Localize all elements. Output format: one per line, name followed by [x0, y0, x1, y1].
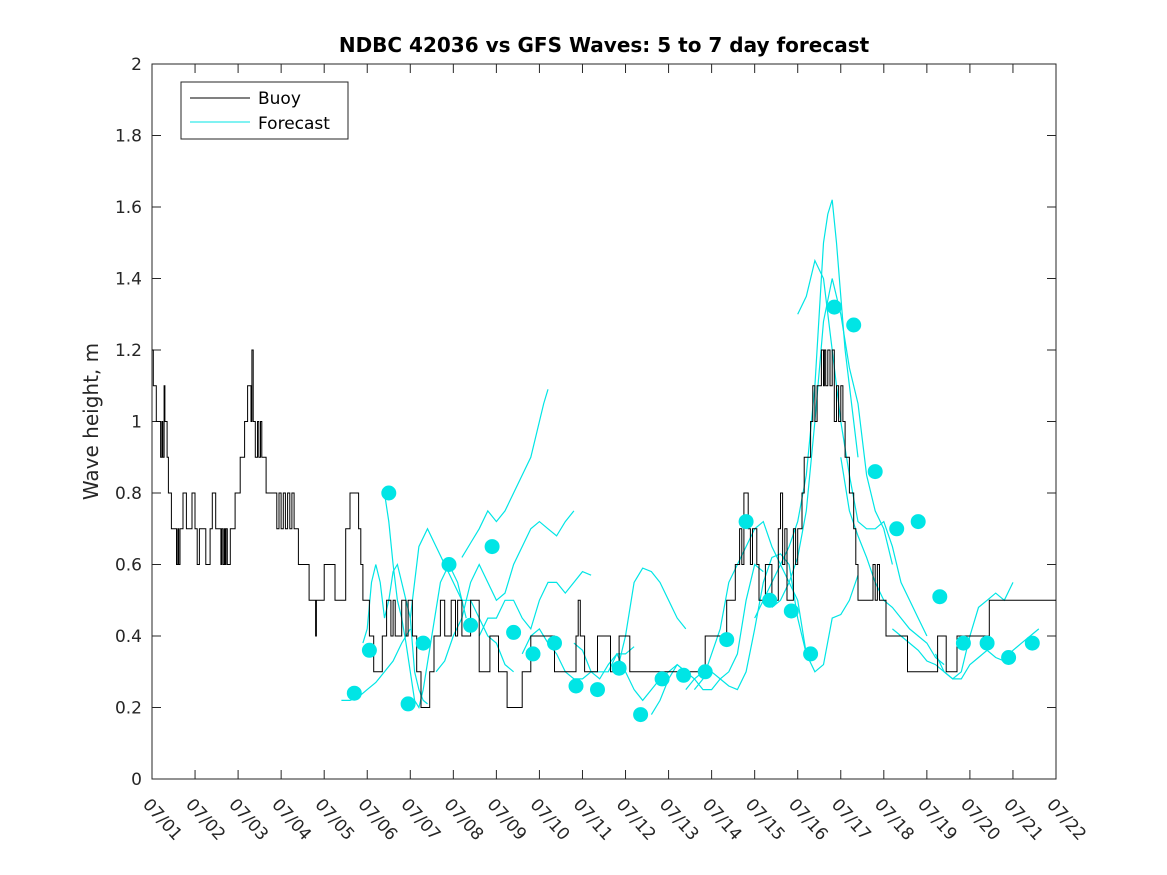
- forecast-line: [693, 520, 859, 690]
- forecast-marker: [697, 664, 713, 680]
- forecast-marker: [676, 667, 692, 683]
- x-tick-label: 07/12: [612, 795, 660, 845]
- chart-title: NDBC 42036 vs GFS Waves: 5 to 7 day fore…: [339, 33, 870, 57]
- x-tick-label: 07/11: [569, 795, 617, 845]
- forecast-marker: [1024, 635, 1040, 651]
- forecast-line: [840, 457, 945, 666]
- y-axis: 0 0.2 0.4 0.6 0.8 1 1.2 1.4 1.6 1.8 2: [115, 55, 1056, 790]
- y-tick-label: 0.2: [115, 699, 142, 719]
- forecast-marker: [932, 589, 948, 605]
- y-tick-label: 1.8: [115, 127, 142, 147]
- forecast-marker: [633, 707, 649, 723]
- forecast-marker: [826, 299, 842, 315]
- y-tick-label: 0.6: [115, 556, 142, 576]
- forecast-marker: [889, 521, 905, 537]
- forecast-marker: [979, 635, 995, 651]
- forecast-line: [435, 510, 575, 673]
- forecast-marker: [955, 635, 971, 651]
- y-tick-label: 1.6: [115, 198, 142, 218]
- x-tick-label: 07/02: [181, 795, 229, 845]
- forecast-marker: [400, 696, 416, 712]
- forecast-marker: [590, 682, 605, 698]
- x-tick-label: 07/10: [526, 795, 574, 845]
- buoy-line: [152, 349, 1056, 708]
- legend: Buoy Forecast: [180, 81, 349, 140]
- forecast-line: [383, 492, 467, 710]
- forecast-line: [754, 199, 859, 619]
- forecast-marker: [867, 464, 883, 480]
- forecast-marker: [361, 642, 377, 658]
- forecast-line: [616, 567, 687, 672]
- forecast-line: [797, 258, 928, 637]
- forecast-marker: [719, 632, 735, 648]
- legend-buoy-label: Buoy: [258, 89, 301, 109]
- y-tick-label: 2: [131, 55, 142, 75]
- forecast-marker: [910, 514, 926, 530]
- forecast-marker: [506, 624, 522, 640]
- y-tick-label: 1: [131, 413, 142, 433]
- forecast-line: [573, 642, 687, 702]
- y-tick-label: 0.4: [115, 627, 142, 647]
- forecast-marker: [547, 635, 562, 651]
- forecast-marker: [803, 646, 819, 662]
- x-tick-label: 07/01: [138, 795, 186, 845]
- legend-forecast-label: Forecast: [258, 114, 330, 134]
- x-tick-label: 07/15: [741, 795, 789, 845]
- forecast-marker: [441, 557, 457, 572]
- forecast-line: [771, 278, 893, 608]
- y-tick-label: 1.2: [115, 341, 142, 361]
- forecast-marker: [611, 660, 627, 676]
- forecast-line: [650, 563, 764, 715]
- forecast-marker: [1001, 650, 1017, 665]
- forecast-marker: [738, 514, 754, 530]
- forecast-line: [461, 389, 549, 558]
- plot-area: [151, 63, 1057, 780]
- series-group: [152, 199, 1056, 723]
- y-axis-label: Wave height, m: [79, 343, 103, 500]
- forecast-marker: [415, 635, 431, 651]
- x-tick-label: 07/05: [310, 795, 358, 845]
- forecast-line: [478, 570, 592, 637]
- x-tick-label: 07/16: [784, 795, 832, 845]
- x-tick-label: 07/14: [698, 795, 746, 845]
- forecast-marker: [783, 603, 799, 619]
- x-tick-label: 07/04: [267, 795, 315, 845]
- y-tick-label: 0: [131, 770, 142, 790]
- forecast-marker: [346, 685, 362, 701]
- x-tick-label: 07/18: [870, 795, 918, 845]
- y-tick-label: 1.4: [115, 270, 142, 290]
- y-tick-label: 0.8: [115, 484, 142, 504]
- x-tick-label: 07/19: [913, 795, 961, 845]
- x-tick-label: 07/07: [397, 795, 445, 845]
- x-tick-label: 07/06: [354, 795, 402, 845]
- x-tick-label: 07/20: [956, 795, 1004, 845]
- x-tick-label: 07/22: [1042, 795, 1090, 845]
- x-tick-label: 07/21: [999, 795, 1047, 845]
- forecast-line: [362, 562, 428, 705]
- x-tick-label: 07/09: [483, 795, 531, 845]
- x-tick-label: 07/17: [827, 795, 875, 845]
- legend-box: [180, 81, 349, 140]
- forecast-marker: [762, 592, 778, 608]
- x-tick-label: 07/03: [224, 795, 272, 845]
- x-tick-label: 07/13: [655, 795, 703, 845]
- forecast-marker: [568, 678, 584, 694]
- forecast-marker: [484, 539, 500, 555]
- forecast-marker: [463, 617, 479, 633]
- x-tick-label: 07/08: [440, 795, 488, 845]
- forecast-marker: [846, 317, 862, 333]
- forecast-marker: [654, 671, 670, 687]
- forecast-marker: [381, 485, 397, 501]
- forecast-marker: [525, 646, 541, 662]
